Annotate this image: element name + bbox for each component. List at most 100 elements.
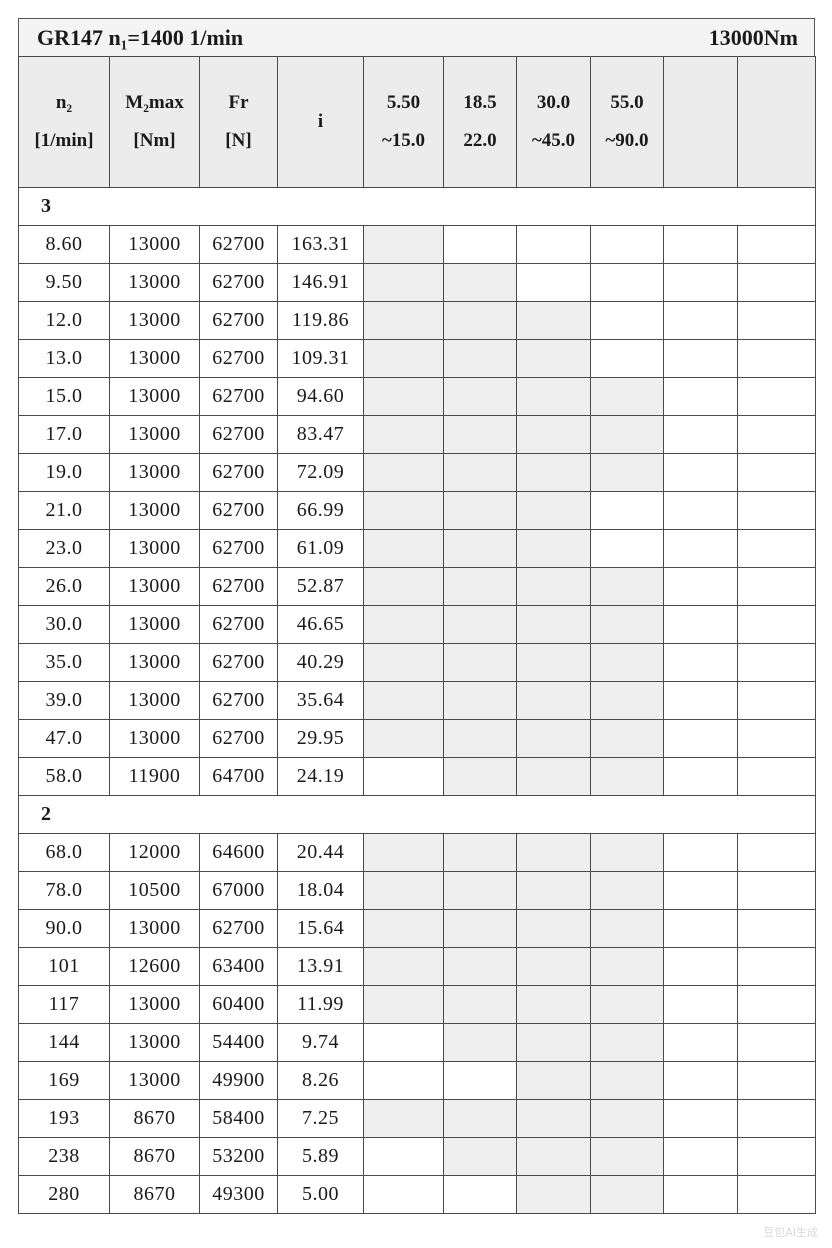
range-cell-2-shaded [443,301,517,340]
cell-i: 13.91 [277,947,364,986]
cell-m2max: 13000 [109,377,200,416]
range-cell-4-shaded [590,985,664,1024]
blank-cell [737,377,816,416]
cell-n2: 17.0 [18,415,110,454]
header-n2-line2: [1/min] [34,130,94,151]
cell-fr: 54400 [199,1023,278,1062]
cell-fr: 62700 [199,415,278,454]
cell-i: 9.74 [277,1023,364,1062]
range-cell-4-shaded [590,1099,664,1138]
range-cell-2 [443,225,517,264]
blank-cell [663,1061,738,1100]
cell-m2max: 13000 [109,491,200,530]
blank-cell [663,643,738,682]
cell-n2: 30.0 [18,605,110,644]
cell-n2: 58.0 [18,757,110,796]
gear-reducer-table-sheet: GR147 n₁=1400 1/min 13000Nm n₂ [1/min] M₂m… [18,18,816,1214]
range-cell-1 [363,1175,444,1214]
range-cell-2-shaded [443,453,517,492]
blank-cell [663,909,738,948]
table-row: 68.0 12000 64600 20.44 [18,833,816,872]
blank-cell [737,415,816,454]
cell-m2max: 8670 [109,1099,200,1138]
blank-cell [663,377,738,416]
range-cell-1-shaded [363,833,444,872]
range-cell-4-shaded [590,415,664,454]
range-cell-4-shaded [590,871,664,910]
cell-m2max: 8670 [109,1175,200,1214]
cell-m2max: 13000 [109,985,200,1024]
blank-cell [737,225,816,264]
cell-n2: 101 [18,947,110,986]
blank-cell [663,415,738,454]
range-cell-1-shaded [363,605,444,644]
blank-cell [663,339,738,378]
cell-m2max: 13000 [109,909,200,948]
range-cell-3-shaded [516,1137,591,1176]
range-cell-4-shaded [590,377,664,416]
table-row: 39.0 13000 62700 35.64 [18,681,816,720]
stage-label: 3 [18,187,816,226]
blank-cell [737,529,816,568]
blank-cell [737,757,816,796]
cell-fr: 62700 [199,529,278,568]
cell-m2max: 8670 [109,1137,200,1176]
header-range-1-line1: 5.50 [386,92,421,113]
table-title-row: GR147 n₁=1400 1/min 13000Nm [18,18,815,56]
cell-i: 5.00 [277,1175,364,1214]
cell-i: 46.65 [277,605,364,644]
cell-n2: 117 [18,985,110,1024]
cell-fr: 62700 [199,491,278,530]
header-range-4: 55.0 ~90.0 [590,56,664,188]
cell-m2max: 13000 [109,225,200,264]
table-row: 15.0 13000 62700 94.60 [18,377,816,416]
cell-m2max: 13000 [109,681,200,720]
range-cell-1 [363,1137,444,1176]
cell-fr: 62700 [199,377,278,416]
cell-fr: 63400 [199,947,278,986]
header-range-1-line2: ~15.0 [381,130,426,151]
cell-n2: 19.0 [18,453,110,492]
cell-n2: 8.60 [18,225,110,264]
header-blank-2 [737,56,816,188]
range-cell-4-shaded [590,1061,664,1100]
blank-cell [663,833,738,872]
range-cell-2-shaded [443,605,517,644]
cell-m2max: 13000 [109,719,200,758]
cell-fr: 62700 [199,263,278,302]
cell-m2max: 10500 [109,871,200,910]
header-m2max: M₂max [Nm] [109,56,200,188]
blank-cell [737,301,816,340]
range-cell-4 [590,301,664,340]
blank-cell [737,339,816,378]
range-cell-1-shaded [363,301,444,340]
blank-cell [737,1099,816,1138]
range-cell-1-shaded [363,491,444,530]
cell-fr: 62700 [199,643,278,682]
range-cell-2-shaded [443,1137,517,1176]
cell-i: 61.09 [277,529,364,568]
range-cell-3-shaded [516,301,591,340]
range-cell-2-shaded [443,491,517,530]
table-row: 58.0 11900 64700 24.19 [18,757,816,796]
range-cell-2-shaded [443,719,517,758]
header-range-3-line1: 30.0 [536,92,571,113]
cell-m2max: 13000 [109,415,200,454]
cell-n2: 280 [18,1175,110,1214]
table-row: 26.0 13000 62700 52.87 [18,567,816,606]
cell-m2max: 13000 [109,529,200,568]
range-cell-2-shaded [443,1099,517,1138]
range-cell-3-shaded [516,985,591,1024]
range-cell-1-shaded [363,985,444,1024]
range-cell-3-shaded [516,947,591,986]
range-cell-4-shaded [590,681,664,720]
cell-n2: 193 [18,1099,110,1138]
table-row: 280 8670 49300 5.00 [18,1175,816,1214]
header-fr: Fr [N] [199,56,278,188]
stage-row: 3 [18,187,816,226]
table-row: 8.60 13000 62700 163.31 [18,225,816,264]
cell-fr: 49900 [199,1061,278,1100]
cell-i: 72.09 [277,453,364,492]
cell-fr: 62700 [199,909,278,948]
cell-m2max: 12000 [109,833,200,872]
